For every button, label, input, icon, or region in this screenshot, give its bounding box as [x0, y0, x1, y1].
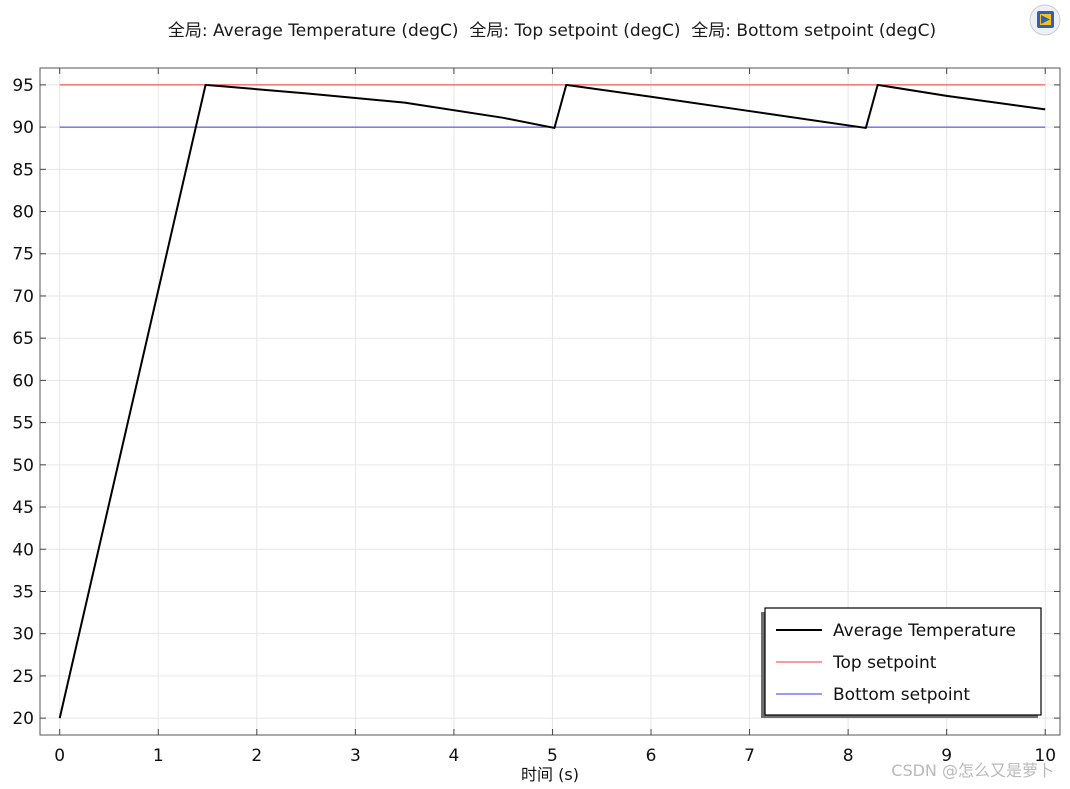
legend-label: Average Temperature — [833, 621, 1016, 641]
ticks: 0 1 2 3 4 5 6 7 8 9 102025303540455055606570758085… — [12, 68, 1060, 766]
x-tick-label: 1 — [153, 746, 164, 766]
grid — [40, 68, 1060, 735]
y-tick-label: 80 — [12, 203, 34, 223]
x-tick-label: 5 — [547, 746, 558, 766]
y-tick-label: 85 — [12, 160, 34, 180]
x-tick-label: 10 — [1034, 746, 1056, 766]
x-tick-label: 7 — [744, 746, 755, 766]
plot-area-frame — [39, 67, 1061, 736]
x-axis-label: 时间 (s) — [521, 765, 579, 784]
x-tick-label: 2 — [251, 746, 262, 766]
y-tick-label: 65 — [12, 329, 34, 349]
y-tick-label: 35 — [12, 582, 34, 602]
y-tick-label: 60 — [12, 371, 34, 391]
y-tick-label: 20 — [12, 709, 34, 729]
y-tick-label: 50 — [12, 456, 34, 476]
x-tick-label: 4 — [448, 746, 459, 766]
legend-label: Top setpoint — [832, 653, 937, 673]
y-tick-label: 90 — [12, 118, 34, 138]
series-line-average-temperature — [58, 83, 1046, 719]
y-tick-label: 55 — [12, 414, 34, 434]
x-tick-label: 9 — [941, 746, 952, 766]
y-tick-label: 40 — [12, 540, 34, 560]
legend: Average Temperature Top setpoint Bottom se… — [761, 607, 1042, 718]
legend-label: Bottom setpoint — [833, 685, 970, 705]
y-tick-label: 95 — [12, 76, 34, 96]
title-part: 全局: Top setpoint (degC) — [459, 21, 681, 41]
y-tick-label: 75 — [12, 245, 34, 265]
title-part: 全局: Average Temperature (degC) — [168, 21, 459, 41]
x-tick-label: 0 — [54, 746, 65, 766]
x-tick-label: 3 — [350, 746, 361, 766]
y-tick-label: 30 — [12, 625, 34, 645]
x-tick-label: 8 — [843, 746, 854, 766]
y-tick-label: 25 — [12, 667, 34, 687]
x-tick-label: 6 — [646, 746, 657, 766]
series-layer — [58, 83, 1046, 719]
title-part: 全局: Bottom setpoint (degC) — [680, 21, 936, 41]
y-tick-label: 45 — [12, 498, 34, 518]
chart-title: 全局: Average Temperature (degC) 全局: Top s… — [168, 21, 936, 41]
app-logo-icon — [1029, 4, 1061, 36]
y-tick-label: 70 — [12, 287, 34, 307]
watermark-text: CSDN @怎么又是萝卜 — [891, 761, 1054, 780]
